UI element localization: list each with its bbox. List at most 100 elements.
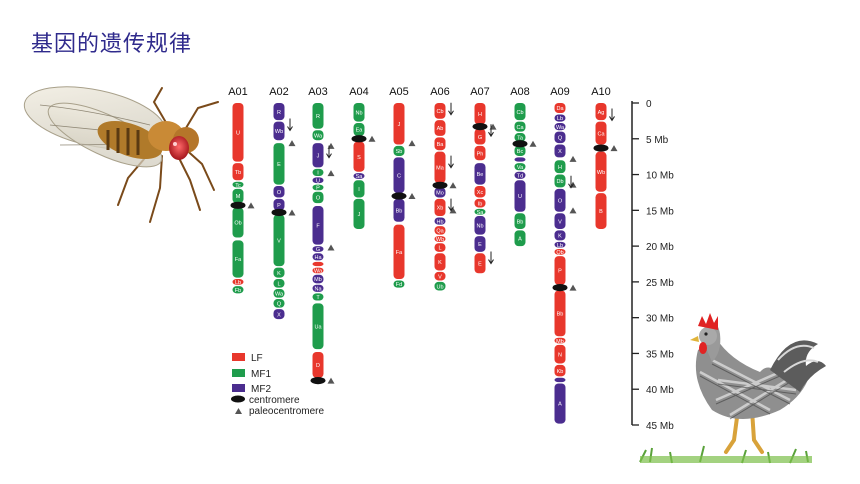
segment-label: G xyxy=(316,247,320,253)
paleocentromere-marker xyxy=(368,135,376,142)
segment-label: L xyxy=(277,282,280,288)
paleocentromere-marker xyxy=(408,193,416,200)
chromosome-segment xyxy=(273,186,285,198)
segment-label: C xyxy=(397,173,401,179)
chromosome-segment xyxy=(312,168,324,176)
fruit-fly-image xyxy=(23,86,219,223)
chromosome-segment xyxy=(393,224,405,280)
chromosome-segment xyxy=(232,181,244,188)
segment-label: O xyxy=(277,190,282,196)
legend-swatch-lf xyxy=(232,353,245,361)
chromosome-segment xyxy=(554,364,566,377)
chromosome-segment xyxy=(353,173,365,179)
centromere xyxy=(391,192,407,200)
paleocentromere-marker xyxy=(569,155,577,162)
arrow-head xyxy=(568,183,574,189)
chromosome-segment xyxy=(514,133,526,142)
chromosome-segment xyxy=(434,281,446,291)
chromosome-segment xyxy=(393,157,405,194)
legend-label-mf2: MF2 xyxy=(251,384,271,395)
segment-label: P xyxy=(316,186,320,192)
chromosome-segment xyxy=(393,145,405,156)
centromere xyxy=(552,284,568,292)
chromosome-segment xyxy=(595,103,607,121)
scale-tick-label: 40 Mb xyxy=(646,385,674,396)
chromosome-segment xyxy=(353,180,365,198)
scale-tick-label: 30 Mb xyxy=(646,314,674,325)
chromosome-segment xyxy=(474,163,486,185)
chromosome-segment xyxy=(554,377,566,383)
chromosome-segment xyxy=(312,267,324,274)
segment-label: Hb xyxy=(436,219,443,225)
segment-label: I xyxy=(358,187,360,193)
chromosome-segment xyxy=(474,128,486,145)
chromosome-segment xyxy=(434,137,446,151)
segment-label: Nb xyxy=(476,224,483,230)
chromosome-name: A03 xyxy=(308,86,328,98)
centromere xyxy=(472,123,488,131)
paleocentromere-marker xyxy=(569,207,577,214)
segment-label: Wb xyxy=(275,129,283,135)
chromosome-segment xyxy=(312,103,324,129)
segment-label: Ca xyxy=(516,125,524,131)
paleocentromere-marker xyxy=(327,170,335,177)
segment-label: Cb xyxy=(516,110,523,116)
segment-label: J xyxy=(398,122,401,128)
chromosome-name: A06 xyxy=(430,86,450,98)
legend-label-lf: LF xyxy=(251,353,263,364)
scale-tick-label: 25 Mb xyxy=(646,278,674,289)
chromosome-segment xyxy=(434,253,446,271)
paleocentromere-marker xyxy=(327,377,335,384)
chromosome-segment xyxy=(232,163,244,181)
segment-label: U xyxy=(316,178,320,184)
segment-label: Be xyxy=(477,172,484,178)
segment-label: Ma xyxy=(436,166,445,172)
segment-label: F xyxy=(316,224,320,230)
segment-label: A xyxy=(518,236,522,242)
segment-label: U xyxy=(236,131,240,137)
chromosome-a10: A10 Ag Ca Wb B xyxy=(591,86,618,229)
segment-label: Xc xyxy=(477,190,484,196)
chromosome-a01: A01 U Tb Tc M Ob Fa Lb Fb xyxy=(228,86,255,294)
chromosome-segment xyxy=(312,284,324,292)
slide-title: 基因的遗传规律 xyxy=(31,32,193,57)
segment-label: Lb xyxy=(557,243,563,249)
segment-label: Sb xyxy=(396,149,403,155)
segment-label: Ha xyxy=(314,255,322,261)
chromosome-name: A02 xyxy=(269,86,289,98)
segment-label: P xyxy=(558,269,562,275)
chromosome-segment xyxy=(312,184,324,191)
chromosome-segment xyxy=(434,151,446,184)
scale-tick-label: 0 xyxy=(646,99,652,110)
segment-label: A xyxy=(558,402,562,408)
legend: LF MF1 MF2 centromere paleocentromere xyxy=(231,353,324,417)
chromosome-segment xyxy=(434,236,446,242)
segment-label: I xyxy=(317,171,319,177)
chromosome-segment xyxy=(353,198,365,229)
paleocentromere-marker xyxy=(408,140,416,147)
chromosome-name: A07 xyxy=(470,86,490,98)
legend-label-centromere: centromere xyxy=(249,395,300,406)
segment-label: K xyxy=(438,260,442,266)
chromosome-name: A01 xyxy=(228,86,248,98)
chromosome-segment xyxy=(312,274,324,284)
segment-label: Fa xyxy=(235,257,242,263)
paleocentromere-marker xyxy=(569,284,577,291)
legend-paleocentromere-icon xyxy=(235,408,242,414)
arrow-head xyxy=(448,110,454,116)
chromosome-segment xyxy=(554,344,566,364)
chromosome-segment xyxy=(554,131,566,144)
segment-label: V xyxy=(277,239,281,245)
segment-label: Sa xyxy=(477,210,485,216)
segment-label: Wb xyxy=(597,170,605,176)
chromosome-name: A09 xyxy=(550,86,570,98)
scale-tick-label: 10 Mb xyxy=(646,171,674,182)
chromosome-segment xyxy=(393,280,405,288)
segment-label: Tb xyxy=(235,170,241,176)
chromosome-segment xyxy=(554,230,566,241)
chromosome-segment xyxy=(595,193,607,229)
chromosome-segment xyxy=(273,279,285,288)
